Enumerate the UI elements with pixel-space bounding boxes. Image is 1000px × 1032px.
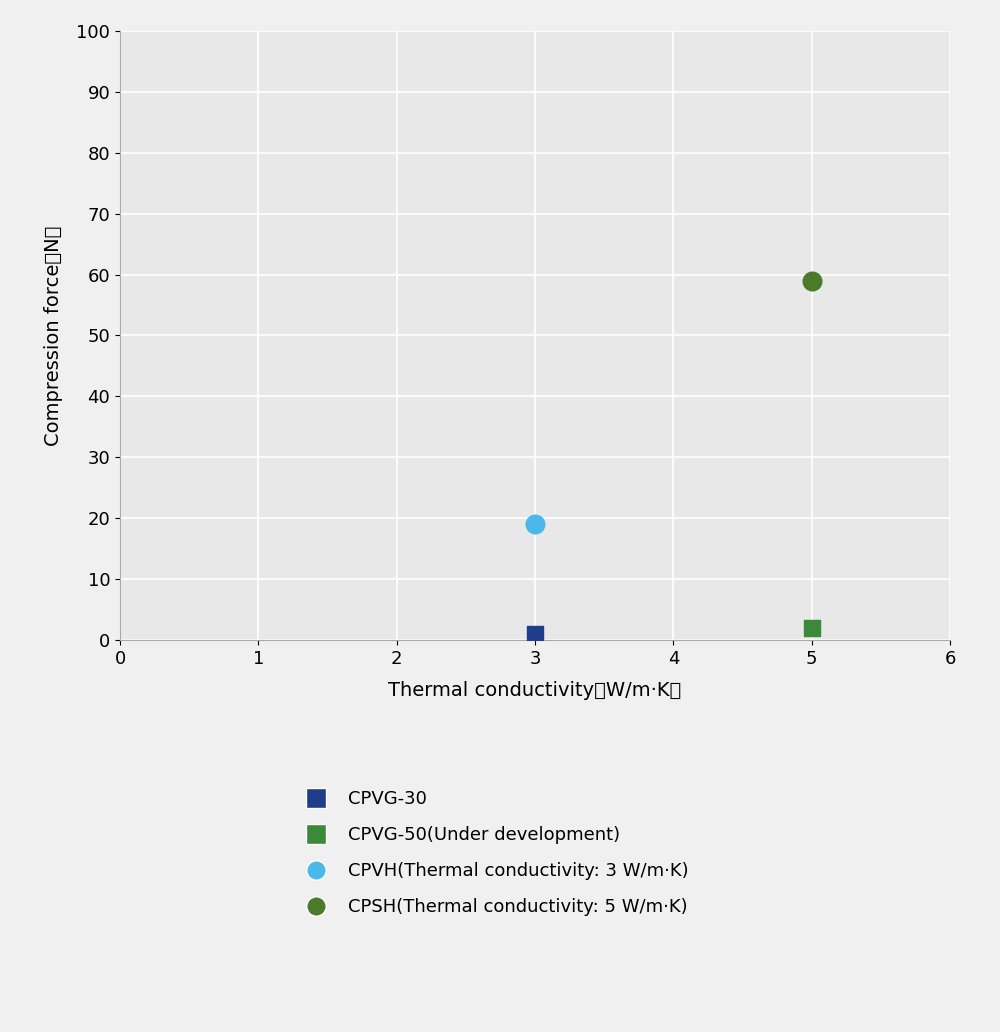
Point xyxy=(527,516,543,533)
X-axis label: Thermal conductivity（W/m·K）: Thermal conductivity（W/m·K） xyxy=(388,681,682,701)
Y-axis label: Compression force（N）: Compression force（N） xyxy=(44,225,63,446)
Legend: CPVG-30, CPVG-50(Under development), CPVH(Thermal conductivity: 3 W/m·K), CPSH(T: CPVG-30, CPVG-50(Under development), CPV… xyxy=(291,783,696,924)
Point xyxy=(804,272,820,289)
Point xyxy=(804,619,820,636)
Point xyxy=(527,625,543,642)
